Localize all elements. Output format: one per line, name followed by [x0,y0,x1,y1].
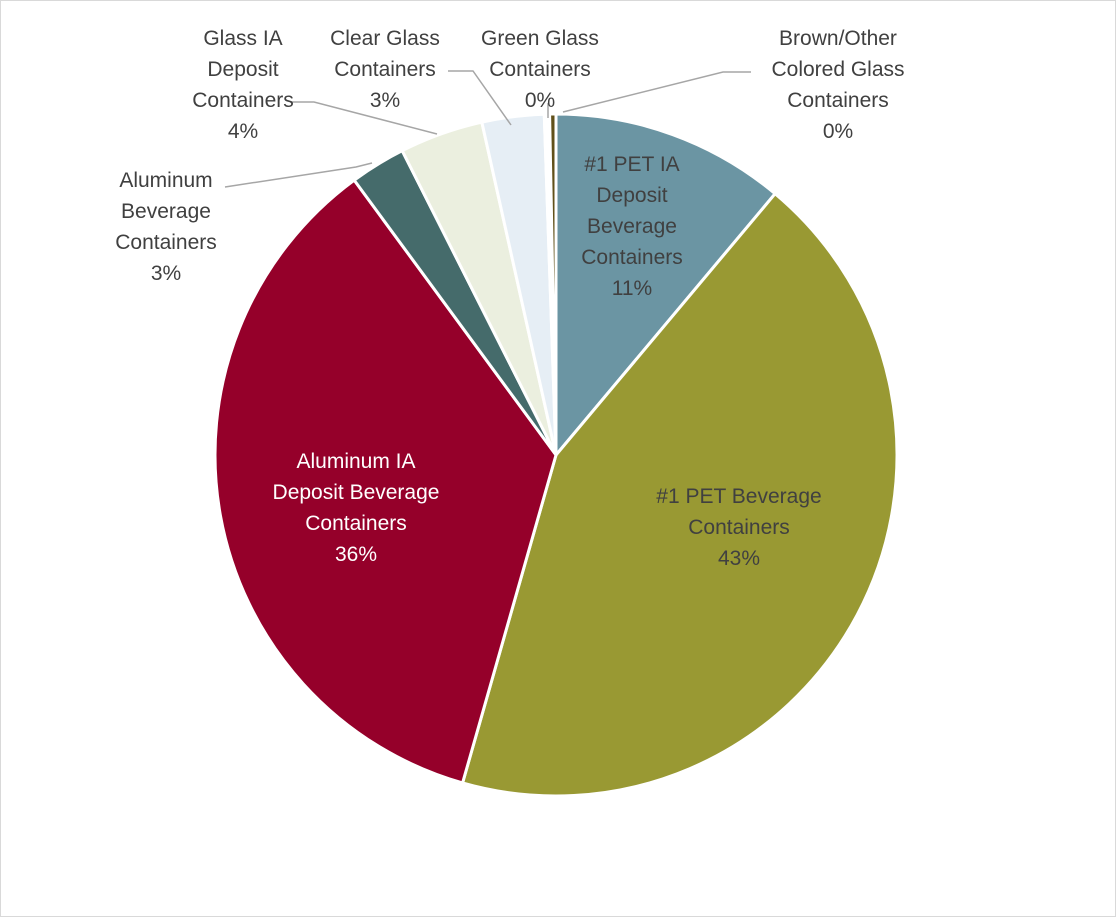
data-label-line: Deposit Beverage [273,481,440,504]
data-label-line: 43% [718,547,760,570]
data-label-line: 4% [228,120,258,143]
leader-line-brown-other-glass [562,71,751,113]
data-label-aluminum-ia-deposit: Aluminum IA Deposit Beverage Containers 36% [273,450,440,566]
data-label-pet-ia-deposit: #1 PET IA Deposit Beverage Containers 11% [581,153,683,300]
data-label-line: Containers [581,246,683,269]
data-label-line: Brown/Other [779,27,897,50]
data-label-line: Deposit [207,58,278,81]
data-label-line: Deposit [596,184,667,207]
pie-slice-brown-other-glass [548,112,558,457]
data-label-line: Containers [334,58,436,81]
data-label-line: Containers [305,512,407,535]
data-label-line: Containers [489,58,591,81]
data-label-line: 36% [335,543,377,566]
data-label-line: Beverage [121,200,211,223]
data-label-line: Containers [115,231,217,254]
data-label-glass-ia-deposit: Glass IA Deposit Containers 4% [192,27,294,143]
data-label-line: 3% [370,89,400,112]
data-label-line: Containers [192,89,294,112]
data-label-green-glass: Green Glass Containers 0% [481,27,599,112]
data-label-line: 3% [151,262,181,285]
data-label-line: Aluminum IA [296,450,415,473]
pie-slice-pet-beverage [461,192,899,798]
data-label-clear-glass: Clear Glass Containers 3% [330,27,440,112]
data-label-line: Aluminum [119,169,212,192]
data-label-line: #1 PET Beverage [656,485,821,508]
data-label-line: Containers [787,89,889,112]
leader-line-glass-ia-deposit [290,101,438,135]
leader-lines [224,70,751,188]
data-label-line: Beverage [587,215,677,238]
data-label-line: 0% [525,89,555,112]
data-label-line: Clear Glass [330,27,440,50]
data-labels: #1 PET IA Deposit Beverage Containers 11%#1 … [115,27,904,570]
data-label-line: Green Glass [481,27,599,50]
data-label-line: 11% [612,277,652,300]
data-label-line: Containers [688,516,790,539]
pie-slice-aluminum-ia-deposit [213,178,558,785]
data-label-pet-beverage: #1 PET Beverage Containers 43% [656,485,821,570]
data-label-line: Colored Glass [771,58,904,81]
data-label-line: 0% [823,120,853,143]
data-label-brown-other-glass: Brown/Other Colored Glass Containers 0% [771,27,904,143]
leader-line-aluminum-beverage [224,162,373,188]
data-label-line: Glass IA [203,27,282,50]
pie-slices [213,112,899,798]
leader-line-clear-glass [448,70,512,126]
pie-slice-pet-ia-deposit [554,112,777,457]
data-label-aluminum-beverage: Aluminum Beverage Containers 3% [115,169,217,285]
data-label-line: #1 PET IA [584,153,679,176]
